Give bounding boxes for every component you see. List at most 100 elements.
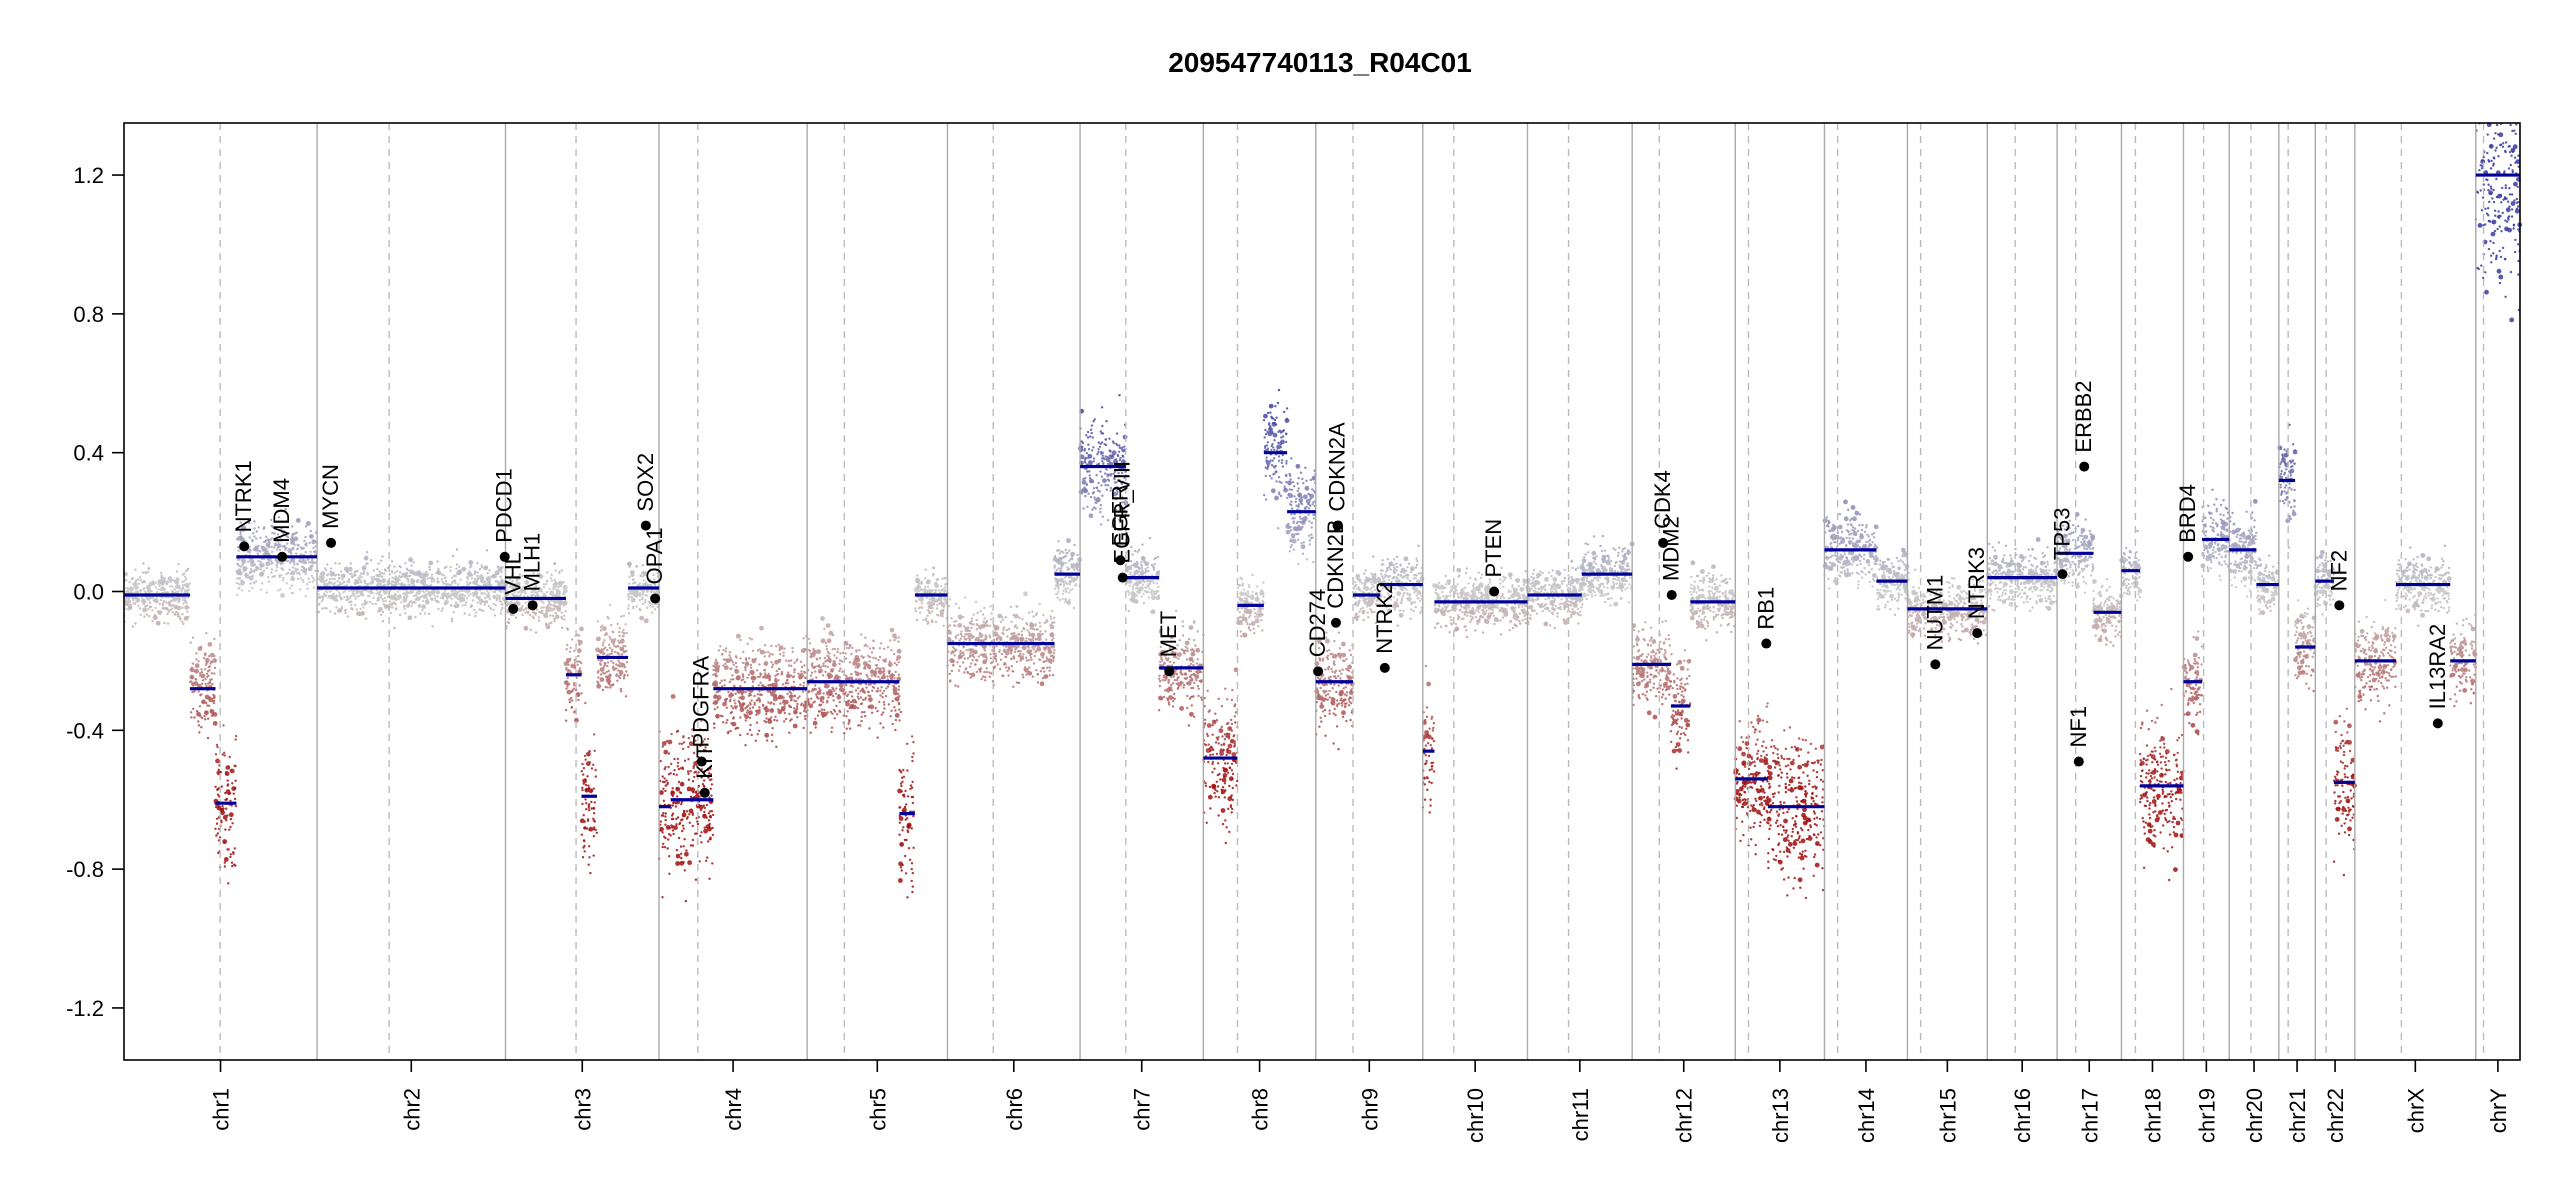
probe-point <box>434 597 437 600</box>
probe-point <box>628 575 631 579</box>
probe-point <box>755 713 758 717</box>
probe-point <box>339 598 343 601</box>
probe-point <box>926 585 930 588</box>
probe-point <box>903 838 907 842</box>
probe-point <box>751 649 755 652</box>
probe-point <box>436 570 440 573</box>
probe-point <box>678 742 681 745</box>
probe-point <box>583 850 586 853</box>
probe-point <box>400 581 404 585</box>
probe-point <box>223 865 227 868</box>
probe-point <box>961 635 964 638</box>
probe-point <box>1074 563 1078 566</box>
probe-point <box>150 589 153 593</box>
probe-point <box>421 576 427 582</box>
probe-point <box>791 646 794 650</box>
probe-point <box>634 591 638 594</box>
probe-point <box>622 675 626 678</box>
probe-point <box>1101 459 1104 463</box>
probe-point <box>944 589 947 592</box>
probe-point <box>409 569 415 575</box>
probe-point <box>1064 548 1068 552</box>
probe-point <box>237 582 241 586</box>
probe-point <box>255 537 258 540</box>
probe-point <box>184 600 187 603</box>
probe-point <box>213 666 217 670</box>
probe-point <box>589 871 592 875</box>
probe-point <box>201 716 204 720</box>
probe-point <box>726 718 729 722</box>
probe-point <box>522 609 525 612</box>
probe-point <box>788 731 791 734</box>
probe-point <box>597 658 600 662</box>
probe-point <box>639 575 642 578</box>
probe-point <box>488 580 491 583</box>
probe-point <box>739 716 742 719</box>
probe-point <box>663 749 669 755</box>
probe-point <box>362 572 366 575</box>
probe-point <box>703 826 706 829</box>
probe-point <box>826 654 829 657</box>
probe-point <box>867 705 870 708</box>
probe-point <box>550 573 553 577</box>
probe-point <box>927 621 930 624</box>
probe-point <box>427 612 431 616</box>
probe-point <box>703 810 706 814</box>
probe-point <box>898 833 901 836</box>
probe-point <box>360 611 365 616</box>
probe-point <box>789 719 792 722</box>
probe-point <box>674 805 678 808</box>
probe-point <box>756 675 760 679</box>
probe-point <box>663 777 666 780</box>
probe-point <box>999 658 1003 661</box>
probe-point <box>545 612 548 615</box>
probe-point <box>897 661 900 664</box>
probe-point <box>613 644 616 647</box>
probe-point <box>193 681 199 686</box>
probe-point <box>694 878 698 881</box>
probe-point <box>344 608 348 612</box>
probe-point <box>739 707 745 713</box>
probe-point <box>215 822 219 825</box>
probe-point <box>470 564 473 567</box>
probe-point <box>882 670 885 674</box>
probe-point <box>297 571 301 574</box>
probe-point <box>659 759 662 763</box>
probe-point <box>147 567 151 570</box>
probe-point <box>554 614 560 620</box>
probe-point <box>617 659 620 662</box>
probe-point <box>549 607 553 610</box>
probe-point <box>1057 540 1060 543</box>
probe-point <box>670 793 674 796</box>
probe-point <box>540 606 543 609</box>
probe-point <box>127 600 131 604</box>
probe-point <box>1050 661 1053 664</box>
probe-point <box>754 739 757 742</box>
probe-point <box>213 637 216 641</box>
probe-point <box>465 597 469 600</box>
probe-point <box>318 575 321 578</box>
probe-point <box>553 617 556 621</box>
probe-point <box>802 684 805 688</box>
probe-point <box>195 652 198 655</box>
probe-point <box>587 784 590 787</box>
probe-point <box>1051 673 1055 677</box>
probe-point <box>816 714 820 717</box>
probe-point <box>511 588 515 592</box>
probe-point <box>404 562 407 565</box>
probe-point <box>1039 625 1042 628</box>
probe-point <box>204 701 208 705</box>
probe-point <box>443 576 447 580</box>
probe-point <box>372 596 375 599</box>
probe-point <box>340 609 343 612</box>
probe-point <box>220 785 223 788</box>
probe-point <box>1100 457 1104 460</box>
probe-point <box>247 560 250 563</box>
probe-point <box>1012 670 1015 673</box>
probe-point <box>223 751 226 754</box>
probe-point <box>346 595 349 598</box>
probe-point <box>265 566 269 570</box>
probe-point <box>325 607 328 610</box>
probe-point <box>240 580 243 584</box>
probe-point <box>440 577 444 581</box>
